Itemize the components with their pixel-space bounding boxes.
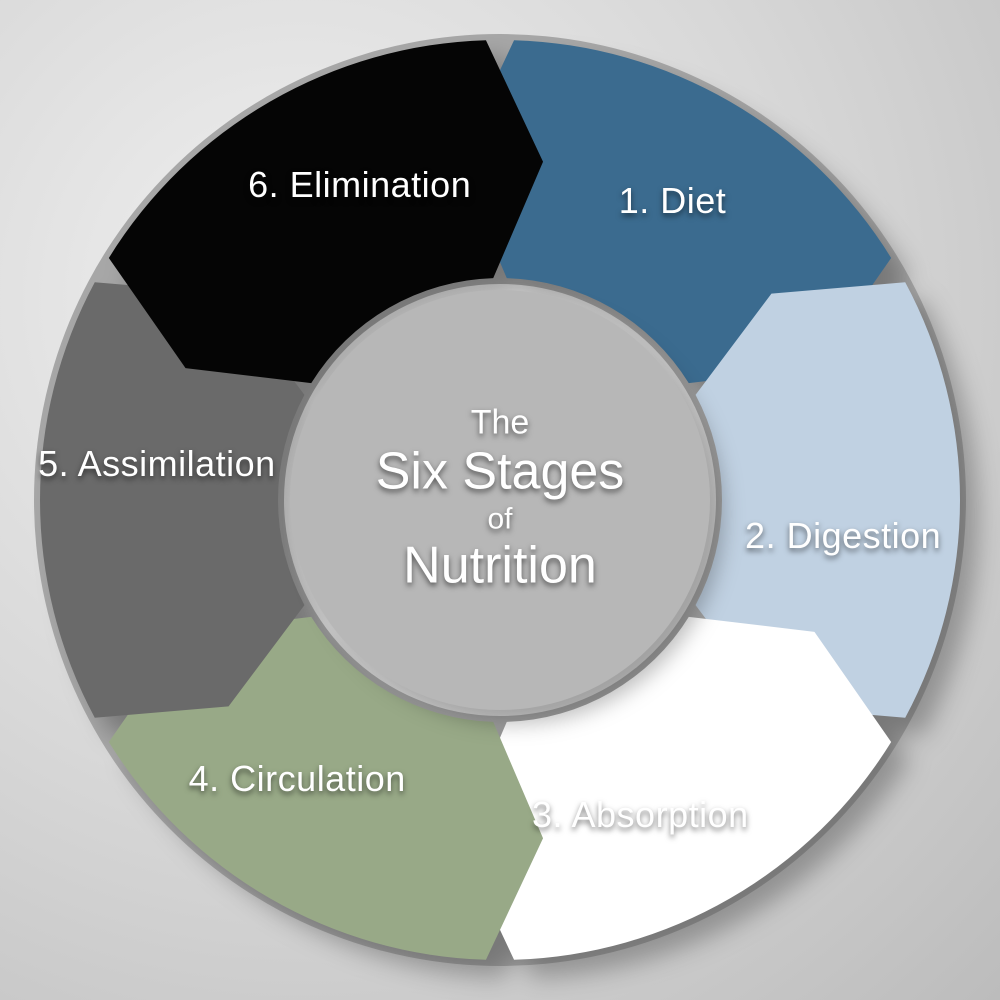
center-line-2: Six Stages [376, 443, 625, 503]
center-line-3: of [376, 502, 625, 537]
segment-label-5: 5. Assimilation [38, 443, 276, 485]
segment-label-1: 1. Diet [619, 180, 727, 222]
segment-label-6: 6. Elimination [248, 164, 471, 206]
segment-label-3: 3. Absorption [532, 794, 749, 836]
segment-label-2: 2. Digestion [745, 515, 941, 557]
center-title: The Six Stages of Nutrition [376, 403, 625, 596]
segment-label-4: 4. Circulation [189, 758, 406, 800]
center-line-4: Nutrition [376, 537, 625, 597]
center-line-1: The [376, 403, 625, 442]
six-stages-diagram: 1. Diet 2. Digestion 3. Absorption 4. Circu… [0, 0, 1000, 1000]
